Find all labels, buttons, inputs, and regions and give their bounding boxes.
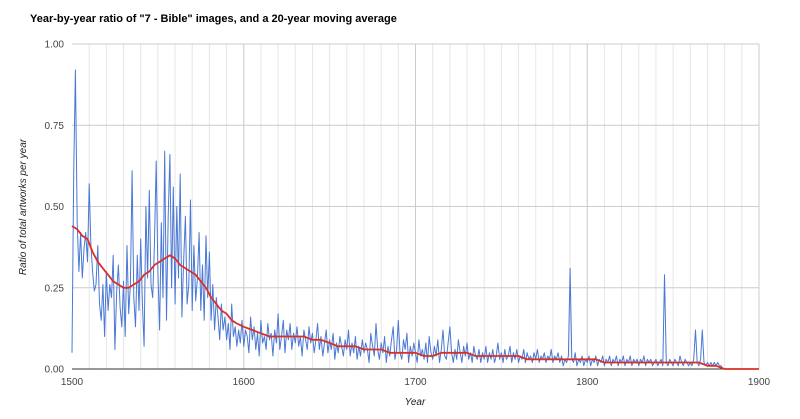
x-tick-label: 1700: [404, 377, 427, 388]
y-tick-label: 0.75: [45, 121, 65, 132]
y-tick-label: 0.00: [45, 365, 65, 376]
series-line-moving-average: [71, 225, 759, 370]
y-tick-label: 0.25: [45, 283, 65, 294]
y-tick-label: 1.00: [45, 40, 65, 51]
x-axis-ticks: 1500 1600 1700 1800 1900: [61, 377, 771, 388]
y-tick-label: 0.50: [45, 202, 65, 213]
y-axis-title: Ratio of total artworks per year: [18, 138, 29, 275]
chart-title: Year-by-year ratio of "7 - Bible" images…: [30, 13, 397, 25]
x-tick-label: 1900: [748, 377, 771, 388]
x-tick-label: 1800: [576, 377, 599, 388]
y-axis-ticks: 0.00 0.25 0.50 0.75 1.00: [45, 40, 65, 376]
series-layer: [71, 69, 759, 370]
x-tick-label: 1600: [233, 377, 256, 388]
x-axis-title: Year: [405, 397, 426, 408]
x-tick-label: 1500: [61, 377, 84, 388]
